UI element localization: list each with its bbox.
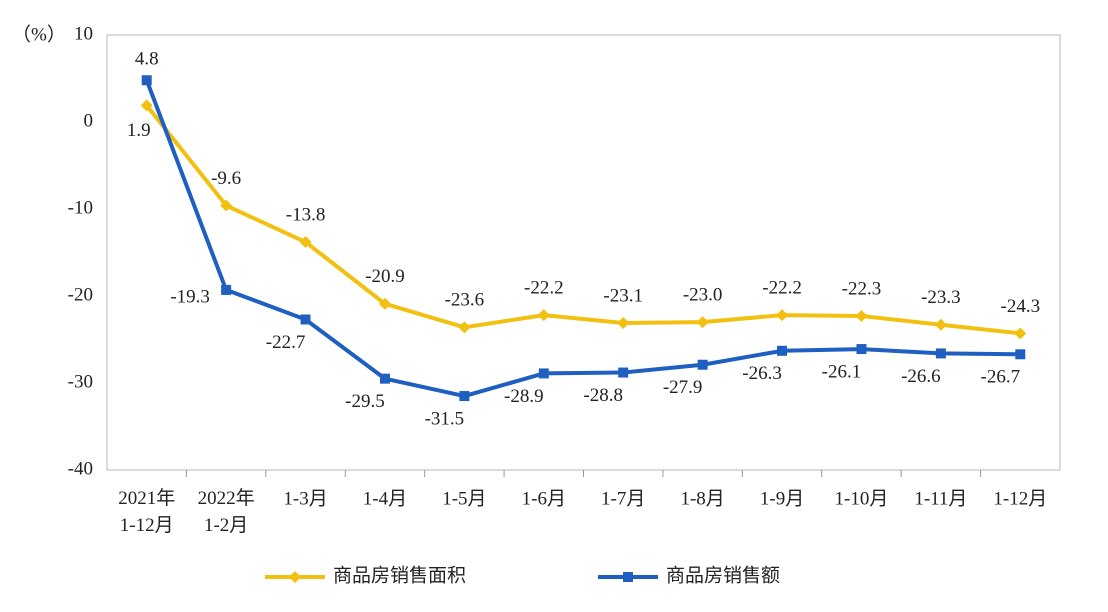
- marker: [140, 99, 153, 112]
- marker: [538, 368, 549, 379]
- x-tick-label: 1-7月: [601, 488, 645, 509]
- marker: [459, 391, 470, 402]
- marker: [1015, 349, 1026, 360]
- marker: [220, 199, 233, 212]
- data-label: -23.3: [921, 287, 961, 308]
- x-tick-label: 1-5月: [442, 488, 486, 509]
- marker: [696, 316, 709, 329]
- marker: [537, 309, 550, 322]
- marker: [935, 348, 946, 359]
- data-label: -26.6: [901, 366, 941, 387]
- data-label: -20.9: [365, 266, 405, 287]
- x-tick-label: 1-8月: [680, 488, 724, 509]
- data-label: -23.0: [683, 284, 723, 305]
- y-tick-label: -30: [68, 371, 93, 392]
- marker: [378, 297, 391, 310]
- legend-label: 商品房销售面积: [333, 564, 466, 586]
- data-label: -22.2: [762, 277, 802, 298]
- data-label: -26.1: [822, 361, 862, 382]
- marker: [1014, 327, 1027, 340]
- data-label: -22.3: [842, 278, 882, 299]
- y-unit: （%）: [12, 23, 66, 45]
- x-tick-label: 1-4月: [363, 488, 407, 509]
- marker: [300, 314, 311, 325]
- data-label: -27.9: [663, 377, 703, 398]
- data-label: -29.5: [345, 391, 385, 412]
- x-tick-label: 1-9月: [760, 488, 804, 509]
- x-tick-label: 1-6月: [522, 488, 566, 509]
- legend-item: 商品房销售额: [598, 564, 780, 586]
- data-label: -24.3: [1001, 296, 1041, 317]
- y-tick-label: -40: [68, 458, 93, 479]
- y-tick-label: -20: [68, 284, 93, 305]
- data-label: -26.7: [981, 367, 1021, 388]
- marker: [623, 572, 633, 582]
- series-line: [144, 79, 1021, 399]
- legend-item: 商品房销售面积: [265, 564, 466, 586]
- marker: [934, 318, 947, 331]
- marker: [458, 321, 471, 334]
- marker: [379, 373, 390, 384]
- marker: [221, 284, 232, 295]
- y-tick-label: 0: [84, 110, 94, 131]
- marker: [618, 367, 629, 378]
- data-label: -28.8: [583, 385, 623, 406]
- data-label: 1.9: [127, 120, 151, 141]
- marker: [299, 236, 312, 249]
- data-label: -22.7: [266, 332, 306, 353]
- marker: [289, 571, 301, 583]
- data-label: -23.1: [603, 285, 643, 306]
- marker: [776, 309, 789, 322]
- x-tick-label: 2021年 1-12月: [118, 487, 175, 536]
- data-label: -22.2: [524, 277, 564, 298]
- marker: [617, 316, 630, 329]
- marker: [141, 75, 152, 86]
- data-label: -31.5: [425, 408, 465, 429]
- legend-label: 商品房销售额: [666, 564, 780, 586]
- x-tick-label: 1-12月: [993, 488, 1047, 509]
- data-label: -28.9: [504, 386, 544, 407]
- data-label: -19.3: [170, 286, 210, 307]
- x-tick-label: 1-3月: [283, 488, 327, 509]
- series-line: [145, 104, 1021, 336]
- x-tick-label: 1-10月: [835, 488, 889, 509]
- data-label: -26.3: [742, 363, 782, 384]
- y-tick-label: -10: [68, 197, 93, 218]
- x-tick-label: 1-11月: [914, 488, 967, 509]
- marker: [697, 359, 708, 370]
- x-tick-label: 2022年 1-2月: [198, 487, 255, 536]
- y-tick-label: 10: [74, 23, 93, 44]
- data-label: -13.8: [286, 204, 326, 225]
- data-label: -23.6: [445, 290, 485, 311]
- marker: [777, 345, 788, 356]
- data-label: -9.6: [211, 168, 241, 189]
- marker: [856, 344, 867, 355]
- data-label: 4.8: [135, 49, 159, 70]
- marker: [855, 310, 868, 323]
